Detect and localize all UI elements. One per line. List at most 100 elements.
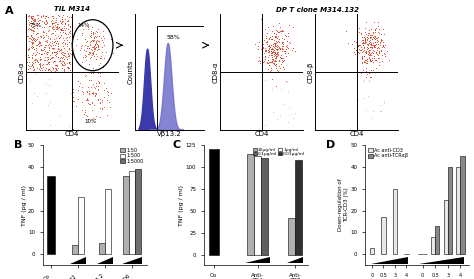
Y-axis label: Down-regulation of
TCR-CD3 (%): Down-regulation of TCR-CD3 (%) — [338, 179, 349, 232]
Point — [58, 41, 65, 46]
Point — [87, 78, 94, 83]
Point — [369, 37, 376, 41]
Point — [285, 40, 292, 44]
Point — [280, 64, 287, 69]
Point — [54, 13, 62, 18]
Point — [44, 57, 52, 61]
Point — [289, 116, 297, 121]
Point — [29, 44, 37, 49]
Point — [283, 33, 290, 38]
Text: 10%: 10% — [84, 119, 96, 124]
Point — [102, 50, 109, 54]
Point — [263, 61, 271, 65]
Point — [28, 100, 36, 105]
Point — [62, 36, 70, 40]
Point — [376, 50, 383, 54]
Point — [98, 38, 106, 43]
Point — [28, 45, 36, 50]
Point — [268, 57, 276, 61]
Point — [356, 43, 364, 47]
Point — [360, 78, 368, 82]
Point — [274, 52, 282, 57]
Point — [271, 37, 278, 42]
Point — [366, 47, 374, 52]
Point — [58, 66, 65, 70]
Point — [350, 39, 358, 44]
Point — [43, 81, 50, 85]
Point — [88, 37, 96, 42]
Point — [259, 45, 267, 50]
Point — [288, 48, 295, 52]
Point — [34, 30, 41, 35]
Point — [372, 27, 379, 31]
Point — [24, 67, 32, 71]
Point — [278, 49, 286, 53]
Point — [363, 42, 371, 46]
Point — [42, 44, 49, 49]
Point — [368, 56, 376, 60]
Point — [268, 51, 275, 55]
Point — [92, 80, 100, 85]
Point — [81, 37, 89, 41]
Point — [362, 50, 370, 55]
Point — [65, 61, 73, 66]
Point — [63, 57, 71, 62]
Point — [99, 45, 106, 50]
Point — [268, 37, 276, 41]
Point — [29, 13, 37, 18]
Point — [63, 65, 70, 69]
Point — [92, 45, 100, 49]
Point — [61, 67, 68, 71]
Point — [368, 41, 375, 46]
Point — [49, 21, 57, 26]
Point — [272, 62, 279, 67]
Point — [61, 21, 68, 26]
Point — [102, 85, 110, 90]
Point — [53, 49, 61, 54]
Point — [92, 52, 100, 56]
Point — [85, 52, 92, 57]
Point — [374, 53, 382, 58]
Point — [94, 42, 101, 47]
Point — [273, 61, 280, 66]
Point — [350, 45, 357, 50]
Point — [366, 75, 374, 80]
Point — [73, 37, 81, 41]
Point — [262, 34, 270, 39]
Point — [49, 27, 57, 32]
Point — [61, 28, 69, 32]
Point — [371, 45, 379, 49]
Point — [36, 63, 44, 67]
Point — [368, 46, 375, 50]
Point — [43, 13, 50, 18]
Point — [50, 50, 57, 54]
Point — [385, 58, 392, 62]
Point — [85, 52, 93, 57]
Point — [285, 23, 292, 28]
Point — [364, 37, 371, 41]
Point — [46, 40, 54, 44]
Point — [91, 93, 99, 97]
Point — [369, 33, 376, 37]
Point — [47, 68, 55, 73]
Point — [281, 51, 289, 56]
Point — [369, 42, 376, 47]
Point — [361, 41, 368, 45]
Point — [271, 51, 279, 56]
Point — [91, 42, 99, 47]
Polygon shape — [97, 258, 113, 264]
Point — [280, 29, 287, 33]
Point — [268, 87, 276, 92]
Point — [374, 45, 382, 49]
Point — [65, 53, 73, 58]
Point — [269, 47, 276, 52]
Point — [289, 46, 296, 50]
Point — [39, 61, 47, 66]
Point — [39, 14, 47, 18]
Point — [46, 59, 53, 64]
Bar — [123, 175, 129, 254]
Point — [78, 88, 86, 93]
Point — [376, 40, 383, 45]
Point — [262, 27, 269, 31]
Point — [64, 65, 72, 69]
